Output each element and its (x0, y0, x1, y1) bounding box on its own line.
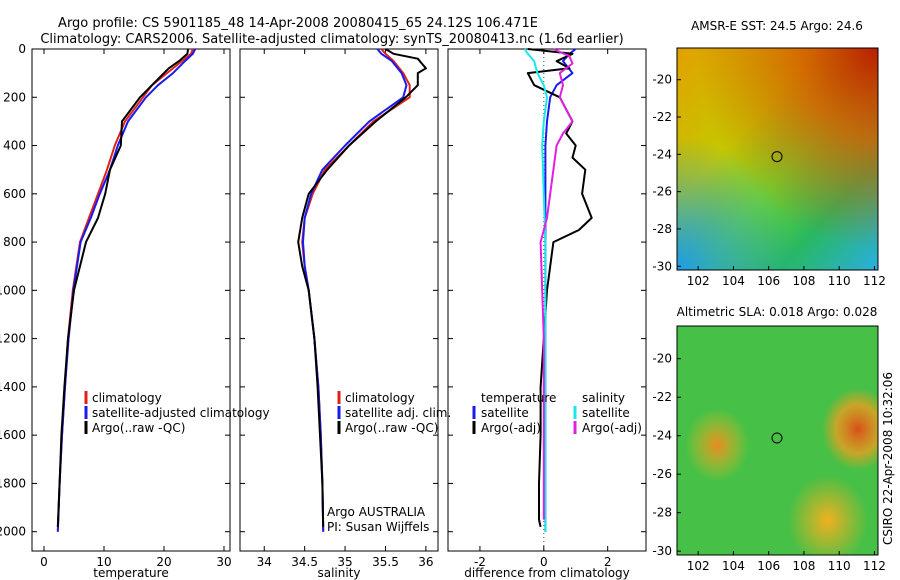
map-x-tick-label: 112 (863, 274, 886, 288)
x-tick-label: 10 (96, 555, 111, 569)
legend-label-argo: Argo(..raw -QC) (345, 421, 438, 435)
y-tick-label: 600 (3, 187, 26, 201)
y-tick-label: 1600 (0, 428, 26, 442)
map-y-tick-label: -26 (652, 467, 672, 481)
x-axis-label: temperature (93, 566, 168, 580)
legend-heading-salinity: salinity (582, 391, 625, 405)
x-tick-label: 0 (540, 555, 548, 569)
x-tick-label: 36 (418, 555, 433, 569)
legend-label-sal-satellite: satellite (582, 406, 630, 420)
annotation-pi: PI: Susan Wijffels (327, 520, 429, 534)
y-tick-label: 200 (3, 90, 26, 104)
map-x-tick-label: 110 (828, 274, 851, 288)
y-tick-label: 1000 (0, 283, 26, 297)
x-tick-label: 34 (257, 555, 272, 569)
legend-label-sal-argo: Argo(-adj) (582, 421, 642, 435)
temperature-legend: climatology satellite-adjusted climatolo… (84, 391, 270, 435)
y-tick-label: 0 (18, 42, 26, 56)
legend-label-satellite: satellite adj. clim. (345, 406, 451, 420)
map-x-tick-label: 104 (722, 274, 745, 288)
y-tick-label: 2000 (0, 525, 26, 539)
sla-map-frame (676, 325, 879, 556)
difference-legend: temperature satellite Argo(-adj) salinit… (472, 391, 642, 435)
map-y-tick-label: -24 (652, 429, 672, 443)
legend-label-climatology: climatology (92, 391, 162, 405)
series-line-argo-raw-qc- (56, 48, 189, 527)
map-y-tick-label: -26 (652, 185, 672, 199)
side-timestamp: CSIRO 22-Apr-2008 10:32:06 (881, 372, 895, 545)
y-tick-label: 800 (3, 235, 26, 249)
x-tick-label: 34.5 (291, 555, 318, 569)
map-x-tick-label: 108 (792, 274, 815, 288)
x-axis-label: difference from climatology (464, 566, 630, 580)
x-tick-label: 0 (40, 555, 48, 569)
x-tick-label: 30 (216, 555, 231, 569)
map-y-tick-label: -22 (652, 110, 672, 124)
plot-frame (239, 48, 439, 552)
map-x-tick-label: 108 (792, 559, 815, 573)
plot-frame (31, 48, 231, 552)
sla-map-title: Altimetric SLA: 0.018 Argo: 0.028 (677, 305, 878, 319)
sst-map-title: AMSR-E SST: 24.5 Argo: 24.6 (691, 19, 863, 33)
sst-map (676, 47, 879, 271)
legend-label-satellite: satellite-adjusted climatology (92, 406, 270, 420)
figure-title-line1: Argo profile: CS 5901185_48 14-Apr-2008 … (58, 16, 538, 31)
legend-heading-temperature: temperature (481, 391, 556, 405)
legend-label-temp-satellite: satellite (481, 406, 529, 420)
series-line-argo-raw-qc- (297, 48, 427, 527)
map-y-tick-label: -22 (652, 390, 672, 404)
legend-label-temp-argo: Argo(-adj) (481, 421, 541, 435)
y-tick-label: 1400 (0, 380, 26, 394)
map-y-tick-label: -28 (652, 506, 672, 520)
sla-map (676, 325, 879, 556)
sst-map-frame (676, 47, 879, 271)
map-x-tick-label: 106 (757, 559, 780, 573)
argo-position-marker (771, 432, 783, 444)
y-tick-label: 400 (3, 139, 26, 153)
x-tick-label: -2 (474, 555, 486, 569)
map-y-tick-label: -30 (652, 259, 672, 273)
x-axis-label: salinity (317, 566, 360, 580)
argo-position-marker (771, 151, 783, 163)
map-x-tick-label: 104 (722, 559, 745, 573)
salinity-legend: climatology satellite adj. clim. Argo(..… (327, 391, 451, 534)
map-y-tick-label: -24 (652, 147, 672, 161)
sst-map-axes: 102 104 106 108 110 112 -20 -22 -24 -26 -28 -30 (652, 73, 886, 288)
y-tick-label: 1800 (0, 476, 26, 490)
map-y-tick-label: -28 (652, 222, 672, 236)
series-line-salinity-argo-adj- (539, 48, 574, 520)
map-y-tick-label: -20 (652, 73, 672, 87)
sla-map-axes: 102 104 106 108 110 112 -20 -22 -24 -26 -28 -30 (652, 352, 886, 573)
map-x-tick-label: 102 (687, 274, 710, 288)
y-tick-label: 1200 (0, 332, 26, 346)
sla-high-region-south (677, 326, 878, 555)
x-tick-label: 35.5 (372, 555, 399, 569)
temperature-panel: 0 10 20 30 temperature 0 200 400 600 800 1000 1200 1… (0, 42, 232, 580)
series-line-temperature-argo-adj- (526, 48, 593, 528)
map-x-tick-label: 112 (863, 559, 886, 573)
series-line-salinity-satellite (523, 48, 548, 532)
map-y-tick-label: -20 (652, 352, 672, 366)
legend-label-climatology: climatology (345, 391, 415, 405)
annotation-argo-australia: Argo AUSTRALIA (327, 505, 426, 519)
legend-label-argo: Argo(..raw -QC) (92, 421, 185, 435)
map-x-tick-label: 110 (828, 559, 851, 573)
salinity-panel: 34 34.5 35 35.5 36 salinity (239, 48, 439, 580)
sst-cold-region (677, 48, 878, 270)
map-x-tick-label: 102 (687, 559, 710, 573)
x-tick-label: 2 (604, 555, 612, 569)
figure-title-line2: Climatology: CARS2006. Satellite-adjuste… (40, 32, 623, 47)
map-x-tick-label: 106 (757, 274, 780, 288)
x-tick-label: 35 (337, 555, 352, 569)
map-y-tick-label: -30 (652, 544, 672, 558)
x-tick-label: 20 (156, 555, 171, 569)
